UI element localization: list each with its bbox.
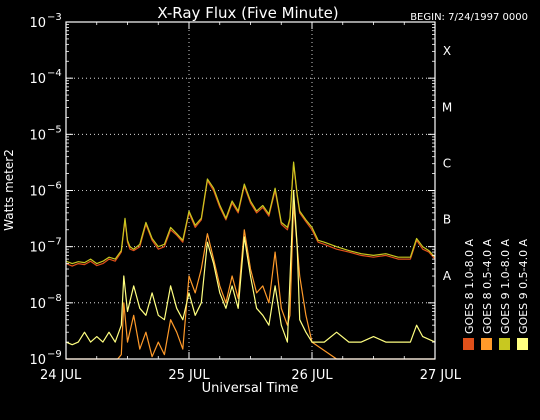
y-axis-label: Watts meter2 — [2, 149, 16, 231]
legend-swatch — [481, 338, 492, 350]
x-tick-label: 25 JUL — [168, 368, 210, 383]
y-axis-ticks: 10−910−810−710−610−510−410−3 — [29, 12, 435, 368]
y-tick-label: 10 — [29, 297, 46, 312]
legend-item: GOES 8 1.0-8.0 A — [463, 238, 476, 350]
begin-label: BEGIN: 7/24/1997 0000 — [410, 12, 528, 23]
y-tick-exponent: −9 — [47, 349, 62, 360]
flare-class-label: B — [443, 213, 451, 227]
series-line-4 — [65, 189, 436, 346]
y-tick-label: 10 — [29, 241, 46, 256]
x-tick-label: 26 JUL — [291, 368, 333, 383]
flare-class-label: X — [443, 44, 451, 58]
legend-item: GOES 9 0.5-4.0 A — [517, 238, 530, 350]
flare-class-ticks: A B C M X — [442, 44, 452, 283]
legend: GOES 8 1.0-8.0 A GOES 8 0.5-4.0 A GOES 9 1… — [463, 238, 530, 350]
legend-label: GOES 8 1.0-8.0 A — [463, 238, 476, 334]
y-tick-exponent: −4 — [47, 68, 62, 79]
legend-swatch — [517, 338, 528, 350]
chart-title: X-Ray Flux (Five Minute) — [157, 4, 338, 22]
y-tick-exponent: −5 — [47, 124, 62, 135]
grid-lines — [66, 22, 435, 359]
y-tick-label: 10 — [29, 72, 46, 87]
y-tick-label: 10 — [29, 128, 46, 143]
legend-label: GOES 9 0.5-4.0 A — [517, 238, 530, 334]
legend-label: GOES 8 0.5-4.0 A — [481, 238, 494, 334]
x-tick-label: 27 JUL — [420, 368, 462, 383]
legend-item: GOES 8 0.5-4.0 A — [481, 238, 494, 350]
x-axis-ticks: 24 JUL 25 JUL 26 JUL 27 JUL — [40, 22, 462, 383]
flare-class-label: A — [443, 269, 452, 283]
x-tick-label: 24 JUL — [40, 368, 82, 383]
series-line-3 — [65, 161, 436, 265]
legend-label: GOES 9 1.0-8.0 A — [499, 238, 512, 334]
y-tick-label: 10 — [29, 185, 46, 200]
y-tick-exponent: −7 — [47, 237, 62, 248]
y-tick-exponent: −6 — [47, 181, 62, 192]
legend-swatch — [463, 338, 474, 350]
y-tick-label: 10 — [29, 16, 46, 31]
y-tick-label: 10 — [29, 353, 46, 368]
y-tick-exponent: −8 — [47, 293, 62, 304]
series-layer — [65, 161, 436, 360]
x-axis-label: Universal Time — [202, 381, 299, 396]
flare-class-label: M — [442, 100, 452, 114]
flare-class-label: C — [443, 156, 451, 170]
y-tick-exponent: −3 — [47, 12, 62, 23]
legend-swatch — [499, 338, 510, 350]
legend-item: GOES 9 1.0-8.0 A — [499, 238, 512, 350]
